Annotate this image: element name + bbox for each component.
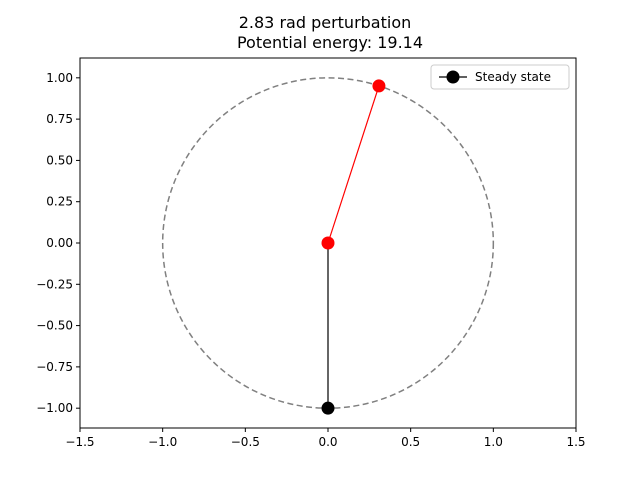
y-tick-label-0: −1.00 bbox=[36, 401, 73, 415]
x-tick-label-1: −1.0 bbox=[148, 435, 177, 449]
y-tick-label-3: −0.25 bbox=[36, 277, 73, 291]
chart-title-line2: Potential energy: 19.14 bbox=[237, 33, 423, 52]
axes: −1.5 −1.0 −0.5 0.0 0.5 1.0 1.5 −1.00 −0.75 −0.50 −… bbox=[36, 57, 586, 449]
x-tick-label-4: 0.5 bbox=[401, 435, 420, 449]
x-tick-label-3: 0.0 bbox=[318, 435, 337, 449]
series-1-point-1 bbox=[372, 79, 386, 93]
legend-box bbox=[430, 64, 570, 90]
x-tick-label-0: −1.5 bbox=[65, 435, 94, 449]
series-1-line bbox=[327, 85, 380, 244]
y-tick-label-5: 0.25 bbox=[46, 195, 73, 209]
legend-marker-0 bbox=[446, 70, 460, 84]
x-tick-label-5: 1.0 bbox=[484, 435, 503, 449]
series-0-point-0 bbox=[321, 401, 335, 415]
y-tick-label-1: −0.75 bbox=[36, 360, 73, 374]
legend: Steady state bbox=[430, 64, 570, 90]
plot-area bbox=[161, 77, 495, 415]
y-tick-label-6: 0.50 bbox=[46, 153, 73, 167]
y-tick-label-7: 0.75 bbox=[46, 112, 73, 126]
x-tick-label-2: −0.5 bbox=[231, 435, 260, 449]
y-tick-label-8: 1.00 bbox=[46, 71, 73, 85]
x-tick-label-6: 1.5 bbox=[566, 435, 585, 449]
y-tick-label-2: −0.50 bbox=[36, 319, 73, 333]
chart-title-line1: 2.83 rad perturbation bbox=[239, 13, 412, 32]
series-1-point-0 bbox=[321, 236, 335, 250]
legend-label-0: Steady state bbox=[475, 70, 551, 84]
y-tick-label-4: 0.00 bbox=[46, 236, 73, 250]
